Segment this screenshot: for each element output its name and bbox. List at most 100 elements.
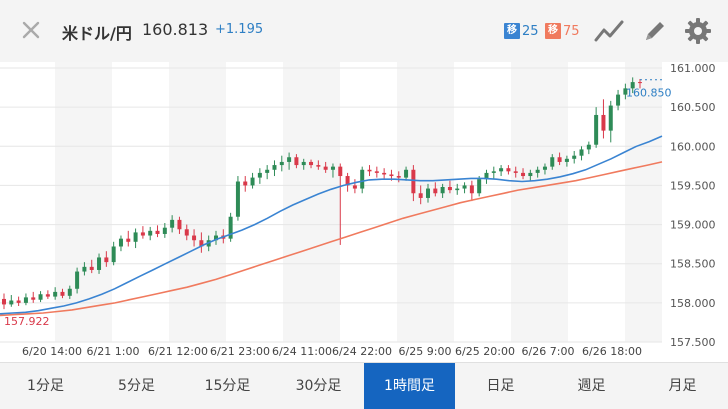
ma-short-label: 移 (504, 23, 520, 39)
candle-body (250, 177, 255, 186)
candle-body (594, 114, 599, 145)
candle-body (572, 155, 577, 159)
y-tick-label: 158.500 (670, 258, 716, 271)
candle-body (75, 271, 80, 289)
candle-body (426, 188, 430, 198)
candle-body (382, 172, 387, 175)
current-price-label: 160.850 (626, 87, 672, 100)
ma-short-badge[interactable]: 移 25 (504, 23, 539, 39)
candle-body (462, 185, 467, 189)
candle-body (623, 88, 628, 95)
candle-body (16, 300, 21, 303)
candle-body (316, 165, 321, 167)
candle-body (389, 174, 394, 177)
candle-body (513, 171, 518, 173)
trend-line-icon[interactable] (594, 16, 624, 46)
candle-body (265, 169, 270, 173)
candle-body (360, 169, 365, 189)
candle-body (294, 157, 299, 166)
ma-long-label: 移 (545, 23, 561, 39)
candle-body (38, 294, 43, 300)
ma-long-badge[interactable]: 移 75 (545, 23, 580, 39)
candle-body (287, 157, 292, 162)
candle-body (396, 176, 401, 178)
candle-body (279, 161, 284, 166)
candle-body (104, 257, 109, 263)
tab-4[interactable]: 1時間足 (364, 363, 455, 409)
x-tick-label: 6/25 20:00 (455, 345, 515, 358)
candle-body (638, 82, 642, 84)
candle-body (499, 168, 504, 172)
background-band (283, 62, 340, 342)
candle-body (9, 300, 14, 305)
price-chart[interactable]: 161.000 160.500 160.000 159.500 159.000 158.5… (0, 62, 728, 362)
pen-icon[interactable] (640, 16, 670, 46)
candle-body (2, 298, 6, 305)
candle-body (235, 181, 240, 217)
candle-body (616, 94, 621, 106)
candle-body (484, 172, 489, 180)
tab-0[interactable]: 1分足 (27, 378, 64, 394)
candle-body (564, 158, 569, 162)
y-tick-label: 159.500 (670, 179, 716, 192)
candle-body (404, 169, 409, 178)
x-tick-label: 6/26 7:00 (522, 345, 575, 358)
candle-body (140, 232, 145, 236)
current-price: 160.813 (142, 20, 209, 39)
candle-body (118, 238, 123, 247)
candle-body (352, 185, 357, 189)
tab-7[interactable]: 月足 (668, 378, 697, 394)
candle-body (374, 171, 379, 173)
candle-body (535, 169, 540, 173)
background-band (169, 62, 226, 342)
tab-2[interactable]: 15分足 (204, 378, 251, 394)
x-tick-label: 6/24 11:00 (272, 345, 332, 358)
ma-long-value: 75 (563, 23, 580, 39)
candle-body (338, 166, 343, 177)
x-tick-label: 6/20 14:00 (22, 345, 82, 358)
candle-body (309, 161, 314, 166)
candle-body (440, 186, 445, 194)
candle-body (192, 235, 197, 241)
x-tick-label: 6/21 1:00 (87, 345, 140, 358)
tab-1[interactable]: 5分足 (118, 378, 155, 394)
tab-3[interactable]: 30分足 (295, 378, 342, 394)
candle-body (345, 176, 350, 186)
candle-body (170, 219, 175, 228)
candle-body (272, 165, 277, 170)
candle-body (53, 291, 58, 297)
candle-body (418, 193, 423, 198)
candle-body (477, 179, 482, 194)
tab-5[interactable]: 日足 (486, 378, 515, 394)
candle-body (67, 288, 72, 296)
x-tick-label: 6/26 18:00 (582, 345, 642, 358)
tab-6[interactable]: 週足 (577, 378, 606, 394)
y-tick-label: 158.000 (670, 297, 716, 310)
candle-body (126, 238, 131, 242)
candle-body (301, 161, 306, 166)
candle-body (579, 149, 584, 156)
x-tick-label: 6/24 22:00 (332, 345, 392, 358)
candle-body (31, 297, 36, 300)
x-tick-label: 6/21 12:00 (148, 345, 208, 358)
x-tick-label: 6/21 23:00 (210, 345, 270, 358)
candle-body (586, 144, 591, 150)
ma-short-line (0, 135, 663, 315)
candle-body (330, 166, 335, 170)
candle-body (433, 188, 438, 194)
candle-body (550, 157, 555, 167)
close-icon[interactable] (18, 17, 44, 43)
candle-body (323, 166, 328, 170)
y-tick-label: 160.000 (670, 140, 716, 153)
candle-body (162, 227, 167, 234)
low-price-label: 157.922 (4, 315, 50, 328)
ma-short-value: 25 (522, 23, 539, 39)
candle-body (243, 181, 248, 186)
candle-body (506, 168, 511, 172)
candle-body (45, 294, 50, 297)
candle-body (521, 172, 526, 177)
candle-body (257, 172, 262, 178)
candle-body (60, 291, 65, 296)
candle-body (199, 240, 204, 247)
gear-icon[interactable] (683, 16, 713, 46)
